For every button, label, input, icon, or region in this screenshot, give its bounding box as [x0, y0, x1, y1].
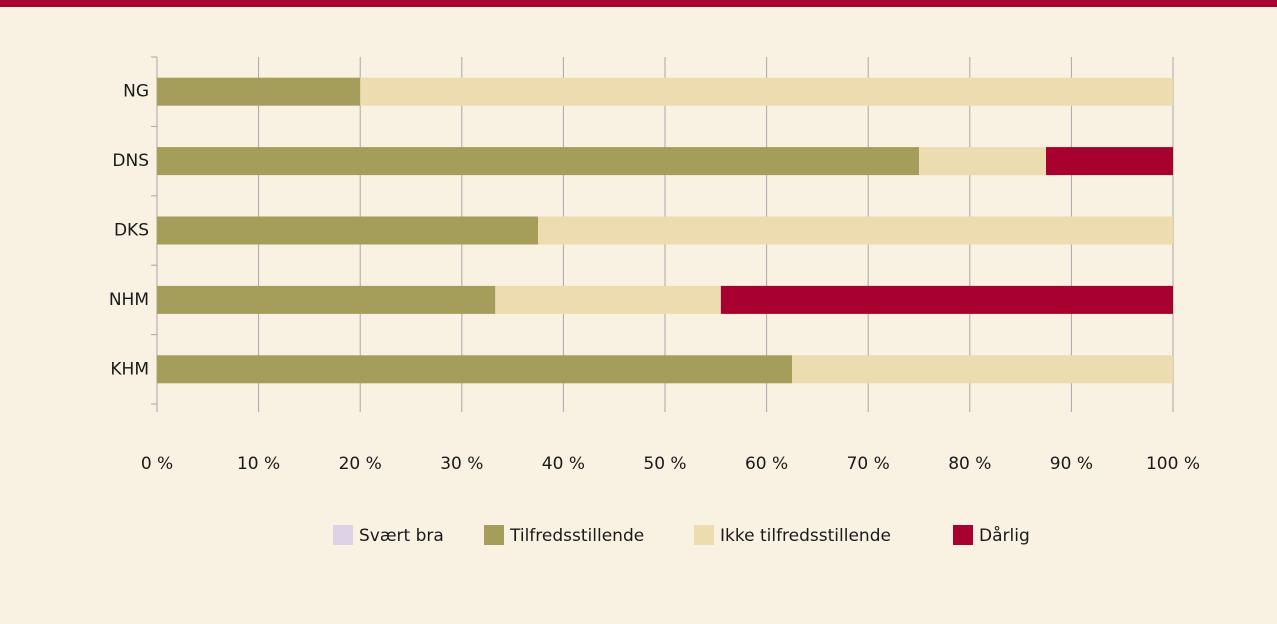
x-tick-label: 70 %	[847, 454, 890, 474]
x-tick-label: 20 %	[339, 454, 382, 474]
x-tick-label: 80 %	[948, 454, 991, 474]
legend-swatch	[484, 525, 504, 545]
bar-segment	[360, 77, 1173, 106]
y-tick-label: KHM	[110, 359, 149, 379]
y-tick-label: NHM	[109, 290, 149, 310]
x-tick-label: 40 %	[542, 454, 585, 474]
x-tick-label: 0 %	[141, 454, 173, 474]
bar-segment	[157, 77, 361, 106]
legend-label: Dårlig	[979, 525, 1030, 546]
bar-segment	[919, 147, 1046, 176]
bar-segment	[538, 216, 1173, 245]
bar-segment	[157, 355, 792, 384]
bar-segment	[157, 216, 538, 245]
bar-segment	[792, 355, 1173, 384]
x-tick-label: 90 %	[1050, 454, 1093, 474]
y-tick-label: DKS	[114, 221, 149, 241]
bar-segment	[720, 285, 1173, 314]
x-tick-label: 10 %	[237, 454, 280, 474]
legend-label: Tilfredsstillende	[509, 526, 644, 546]
legend-swatch	[953, 525, 973, 545]
legend-label: Ikke tilfredsstillende	[720, 526, 891, 546]
x-tick-label: 30 %	[440, 454, 483, 474]
y-tick-label: NG	[123, 82, 149, 102]
legend-swatch	[333, 525, 353, 545]
bar-segment	[157, 285, 496, 314]
x-tick-label: 100 %	[1146, 454, 1200, 474]
bar-segment	[157, 147, 919, 176]
bar-segment	[1046, 147, 1173, 176]
top-band	[0, 0, 1277, 7]
y-tick-label: DNS	[112, 151, 149, 171]
legend-swatch	[694, 525, 714, 545]
x-tick-label: 60 %	[745, 454, 788, 474]
x-tick-label: 50 %	[643, 454, 686, 474]
bar-segment	[495, 285, 721, 314]
legend-label: Svært bra	[359, 526, 444, 546]
